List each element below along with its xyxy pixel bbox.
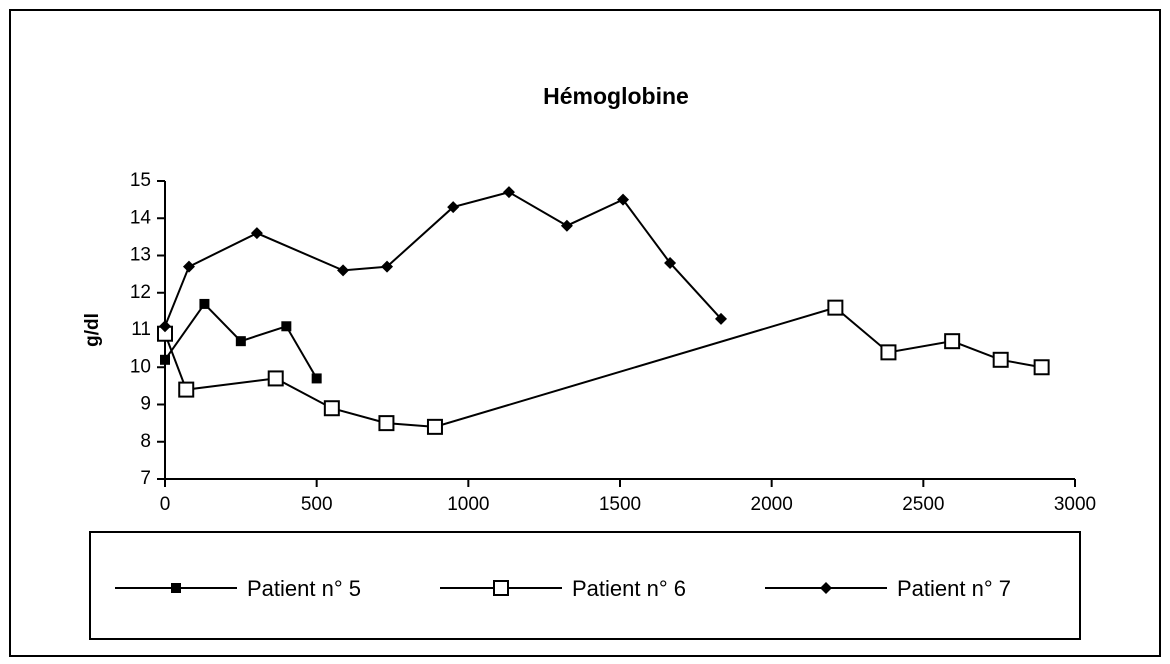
x-tick-label: 1000 (447, 494, 489, 515)
marker (160, 354, 170, 365)
marker (323, 400, 340, 417)
y-tick-label: 12 (130, 282, 151, 303)
legend-label: Patient n° 6 (572, 576, 686, 601)
marker (311, 373, 322, 384)
y-tick-label: 14 (130, 207, 152, 228)
x-tick-label: 0 (160, 494, 171, 515)
x-tick-label: 1500 (599, 494, 641, 515)
legend-label: Patient n° 7 (897, 576, 1011, 601)
marker (178, 381, 195, 398)
y-tick-label: 7 (140, 468, 151, 489)
marker (267, 370, 284, 387)
marker (182, 260, 195, 273)
marker (378, 415, 395, 432)
y-tick-label: 13 (130, 245, 151, 266)
y-tick-label: 9 (140, 394, 151, 415)
marker (820, 582, 832, 594)
marker (617, 193, 630, 206)
marker (1033, 359, 1050, 376)
marker (381, 260, 394, 273)
y-tick-label: 10 (130, 356, 151, 377)
chart-title: Hémoglobine (543, 83, 689, 109)
marker (447, 201, 460, 214)
marker (337, 264, 350, 277)
y-tick-label: 11 (131, 319, 151, 340)
marker (171, 583, 181, 593)
marker (992, 351, 1009, 368)
marker (235, 336, 246, 347)
x-tick-label: 500 (301, 494, 333, 515)
legend-label: Patient n° 5 (247, 576, 361, 601)
y-tick-label: 15 (130, 170, 151, 191)
marker (944, 333, 961, 350)
marker (493, 580, 509, 596)
marker (880, 344, 897, 361)
x-tick-label: 3000 (1054, 494, 1096, 515)
x-tick-label: 2500 (902, 494, 944, 515)
marker (281, 321, 292, 332)
marker (199, 298, 210, 309)
x-tick-label: 2000 (751, 494, 793, 515)
marker (560, 219, 573, 232)
marker (426, 418, 443, 435)
y-tick-label: 8 (140, 431, 151, 452)
marker (664, 256, 677, 269)
marker (159, 320, 171, 333)
marker (715, 312, 728, 325)
legend-frame (89, 531, 1081, 640)
y-axis-label: g/dl (82, 313, 103, 347)
marker (827, 299, 844, 316)
marker (250, 227, 263, 240)
marker (502, 186, 515, 199)
